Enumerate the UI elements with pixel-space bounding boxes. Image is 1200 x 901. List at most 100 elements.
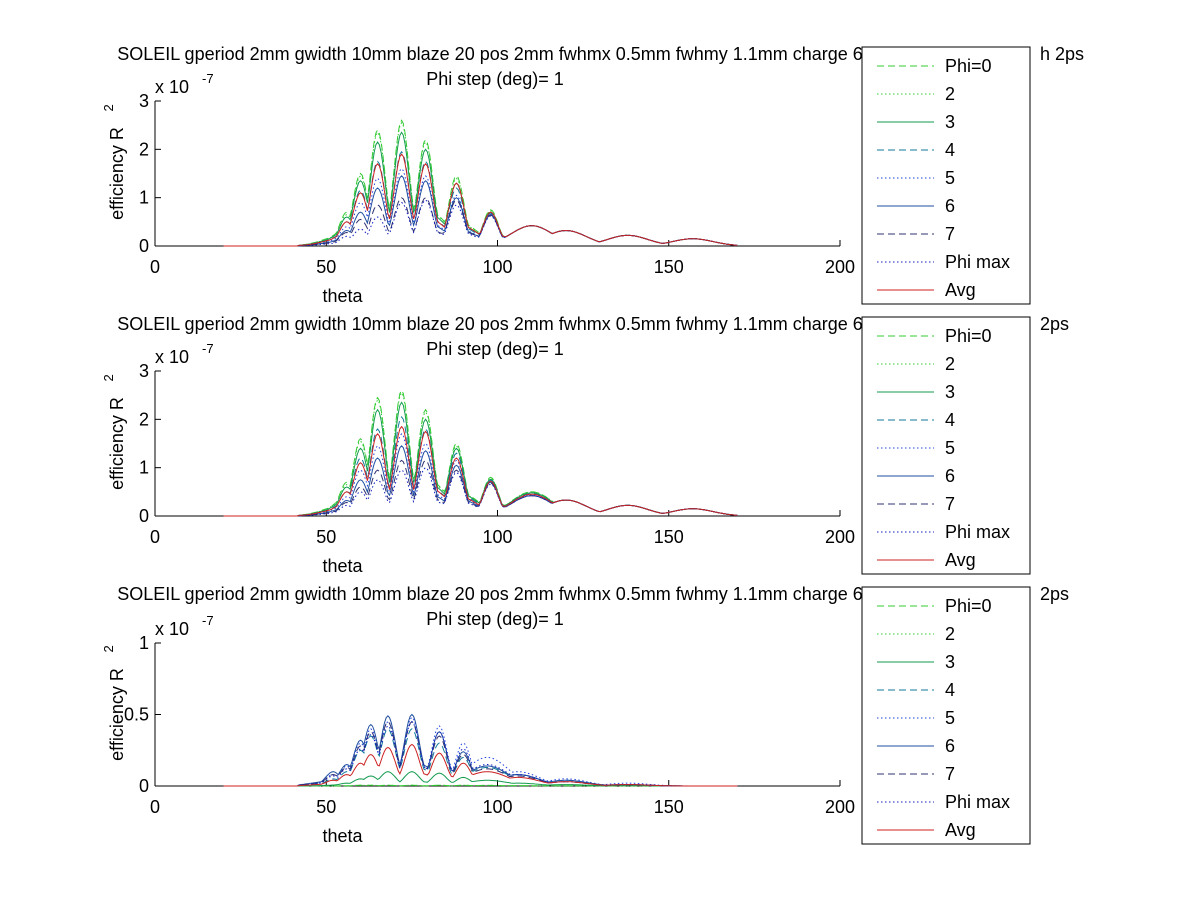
x-tick-label: 200 <box>825 797 855 817</box>
legend-label: Phi max <box>945 522 1010 542</box>
x-tick-label: 100 <box>482 797 512 817</box>
y-tick-label: 0 <box>139 506 149 526</box>
x-tick-label: 0 <box>150 527 160 547</box>
legend-label: Phi=0 <box>945 596 992 616</box>
legend: Phi=0 2 3 4 5 6 7 Phi max Avg <box>861 316 1031 575</box>
exponent-label: x 10 <box>155 619 189 639</box>
chart-subtitle: Phi step (deg)= 1 <box>426 609 564 629</box>
legend-label: 7 <box>945 494 955 514</box>
series-line-7 <box>223 197 738 247</box>
series-line-3 <box>223 401 738 517</box>
series-line-3 <box>223 131 738 247</box>
y-axis-label-superscript: 2 <box>101 645 116 652</box>
legend-label: 2 <box>945 84 955 104</box>
legend-label: 2 <box>945 354 955 374</box>
legend-label: 4 <box>945 410 955 430</box>
series-line-4 <box>223 728 738 787</box>
y-tick-label: 0 <box>139 236 149 256</box>
series-line-8 <box>223 720 738 787</box>
series-line-5 <box>223 716 738 787</box>
exponent-superscript: -7 <box>202 71 214 86</box>
y-tick-label: 0 <box>139 776 149 796</box>
series-line-1 <box>223 119 738 247</box>
legend: Phi=0 2 3 4 5 6 7 Phi max Avg <box>861 46 1031 305</box>
series-line-9 <box>223 153 738 247</box>
exponent-superscript: -7 <box>202 341 214 356</box>
legend-label: 5 <box>945 438 955 458</box>
y-axis-label-group: efficiency R 2 <box>101 374 127 490</box>
subplot-2: 0 50 100 150 200 0 1 2 3 x 10 -7 theta efficiency R 2… <box>101 314 1069 576</box>
y-tick-label: 2 <box>139 139 149 159</box>
subplot-3: 0 50 100 150 200 0 0.5 1 x 10 -7 theta efficiency R… <box>101 584 1069 846</box>
y-axis-label-superscript: 2 <box>101 104 116 111</box>
legend-box <box>861 586 1031 845</box>
legend-label: 7 <box>945 224 955 244</box>
chart-title-tail: 2ps <box>1040 314 1069 334</box>
legend-label: 6 <box>945 466 955 486</box>
legend-label: 7 <box>945 764 955 784</box>
legend-label: 5 <box>945 168 955 188</box>
series-line-3 <box>223 771 738 787</box>
legend-box <box>861 316 1031 575</box>
legend-label: 5 <box>945 708 955 728</box>
series-line-7 <box>223 720 738 787</box>
chart-subtitle: Phi step (deg)= 1 <box>426 339 564 359</box>
y-axis-label: efficiency R <box>107 668 127 761</box>
chart-title: SOLEIL gperiod 2mm gwidth 10mm blaze 20 … <box>117 44 863 64</box>
x-tick-label: 50 <box>316 527 336 547</box>
y-tick-label: 0.5 <box>124 705 149 725</box>
exponent-label: x 10 <box>155 77 189 97</box>
legend-label: Avg <box>945 280 976 300</box>
series-line-9 <box>223 743 738 787</box>
legend-label: 3 <box>945 382 955 402</box>
series-line-6 <box>223 175 738 247</box>
legend-label: Phi=0 <box>945 56 992 76</box>
y-axis-label: efficiency R <box>107 397 127 490</box>
x-tick-label: 150 <box>654 797 684 817</box>
y-tick-label: 2 <box>139 409 149 429</box>
x-tick-label: 100 <box>482 527 512 547</box>
chart-subtitle: Phi step (deg)= 1 <box>426 69 564 89</box>
legend-label: 6 <box>945 196 955 216</box>
legend-label: Phi=0 <box>945 326 992 346</box>
y-tick-label: 1 <box>139 633 149 653</box>
x-axis-label: theta <box>322 556 363 576</box>
series-line-7 <box>223 459 738 517</box>
chart-title-tail: 2ps <box>1040 584 1069 604</box>
series-line-8 <box>223 467 738 517</box>
legend-label: 3 <box>945 652 955 672</box>
y-axis-label-superscript: 2 <box>101 374 116 381</box>
exponent-label: x 10 <box>155 347 189 367</box>
x-tick-label: 200 <box>825 257 855 277</box>
x-tick-label: 100 <box>482 257 512 277</box>
y-axis-label: efficiency R <box>107 127 127 220</box>
y-tick-label: 1 <box>139 188 149 208</box>
y-tick-label: 3 <box>139 361 149 381</box>
legend-label: Avg <box>945 820 976 840</box>
exponent-superscript: -7 <box>202 613 214 628</box>
x-axis-label: theta <box>322 826 363 846</box>
y-tick-label: 1 <box>139 458 149 478</box>
legend-box <box>861 46 1031 305</box>
legend-label: 4 <box>945 140 955 160</box>
legend-label: 4 <box>945 680 955 700</box>
legend-label: 3 <box>945 112 955 132</box>
series-line-6 <box>223 713 738 787</box>
chart-title: SOLEIL gperiod 2mm gwidth 10mm blaze 20 … <box>117 314 863 334</box>
x-tick-label: 200 <box>825 527 855 547</box>
x-tick-label: 0 <box>150 797 160 817</box>
series-line-8 <box>223 199 738 247</box>
x-tick-label: 50 <box>316 797 336 817</box>
subplot-1: 0 50 100 150 200 0 1 2 3 x 10 -7 theta efficiency R 2… <box>101 44 1084 306</box>
y-axis-label-group: efficiency R 2 <box>101 104 127 220</box>
chart-title-tail: h 2ps <box>1040 44 1084 64</box>
legend: Phi=0 2 3 4 5 6 7 Phi max Avg <box>861 586 1031 845</box>
series-line-1 <box>223 389 738 517</box>
legend-label: 2 <box>945 624 955 644</box>
series-line-9 <box>223 425 738 517</box>
y-axis-label-group: efficiency R 2 <box>101 645 127 761</box>
series-line-2 <box>223 121 738 247</box>
legend-label: Phi max <box>945 792 1010 812</box>
legend-label: Phi max <box>945 252 1010 272</box>
